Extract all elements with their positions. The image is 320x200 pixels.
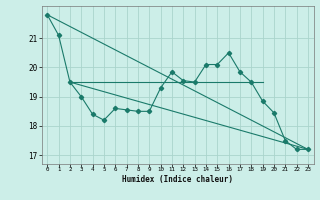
X-axis label: Humidex (Indice chaleur): Humidex (Indice chaleur) [122,175,233,184]
